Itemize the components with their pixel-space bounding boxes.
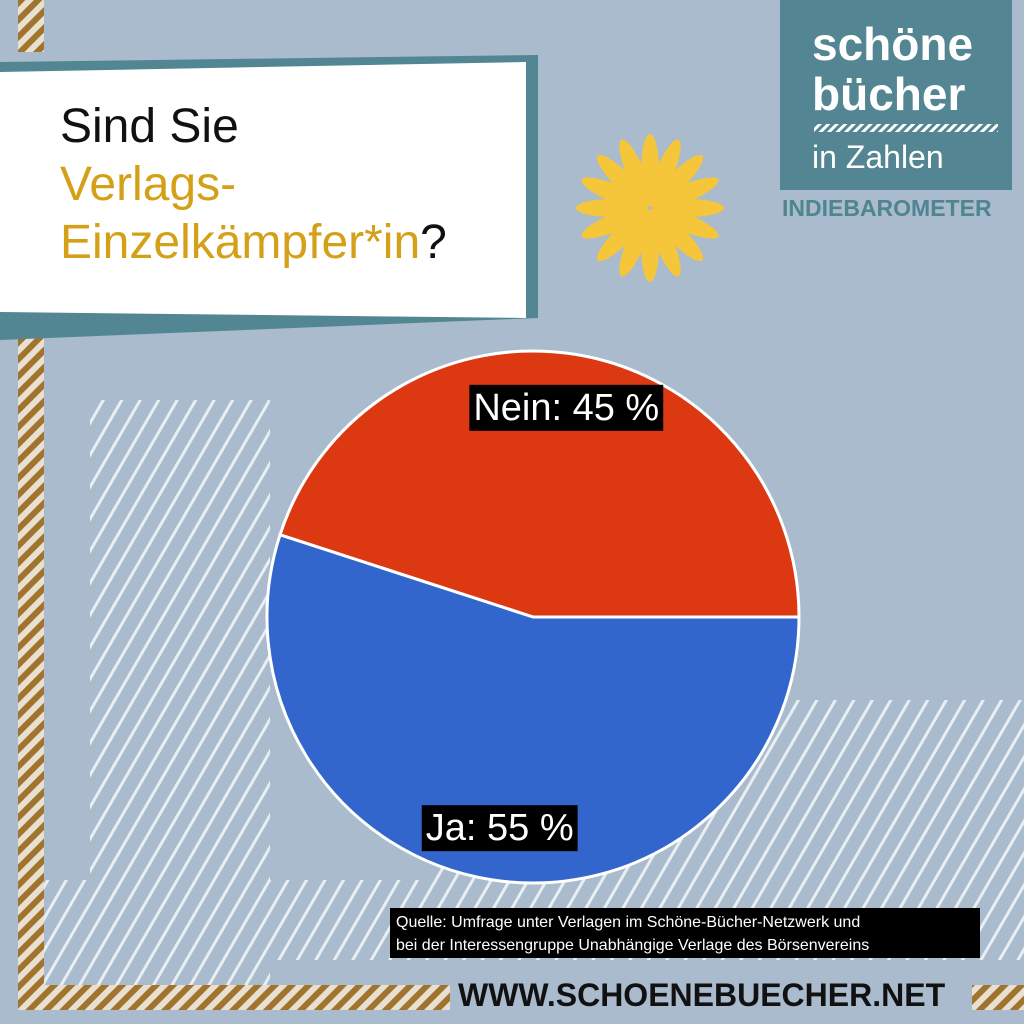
value-label: Ja: 55 % bbox=[426, 807, 574, 849]
label-box bbox=[421, 805, 578, 852]
border-hatch bbox=[18, 338, 44, 1010]
petal bbox=[619, 209, 652, 277]
heading-line: Verlags- bbox=[60, 158, 236, 211]
stripe-area bbox=[40, 400, 270, 1000]
brand-series: INDIEBAROMETER bbox=[782, 195, 992, 221]
pie-chart: Nein: 45 % Ja: 55 % bbox=[265, 349, 801, 885]
brand-rule bbox=[814, 124, 998, 132]
flower bbox=[576, 134, 724, 282]
petal bbox=[648, 139, 681, 207]
pie-slice bbox=[278, 349, 801, 619]
brand-line: bücher bbox=[812, 68, 965, 120]
heading-line: Sind Sie bbox=[60, 100, 239, 153]
title-box bbox=[0, 62, 526, 318]
heading-mark: ? bbox=[420, 216, 447, 269]
heading-line: Einzelkämpfer*in bbox=[60, 216, 420, 269]
petal bbox=[619, 139, 652, 207]
source-text: bei der Interessengruppe Unabhängige Ver… bbox=[396, 937, 869, 954]
value-label: Nein: 45 % bbox=[473, 387, 659, 429]
petal bbox=[651, 206, 719, 239]
brand-line: schöne bbox=[812, 18, 973, 70]
website: WWW.SCHOENEBUECHER.NET bbox=[458, 977, 946, 1013]
source-box bbox=[390, 908, 980, 958]
source-text: Quelle: Umfrage unter Verlagen im Schöne… bbox=[396, 914, 860, 931]
petal bbox=[581, 177, 649, 210]
label-box bbox=[469, 384, 664, 431]
brand-box bbox=[780, 0, 1012, 190]
border-hatch bbox=[972, 985, 1024, 1010]
border-hatch bbox=[18, 985, 450, 1010]
pie-slice bbox=[265, 532, 801, 885]
brand-subtitle: in Zahlen bbox=[812, 139, 944, 175]
border-hatch bbox=[18, 0, 44, 52]
heading: Sind Sie Verlags- Einzelkämpfer*in? bbox=[60, 100, 447, 269]
